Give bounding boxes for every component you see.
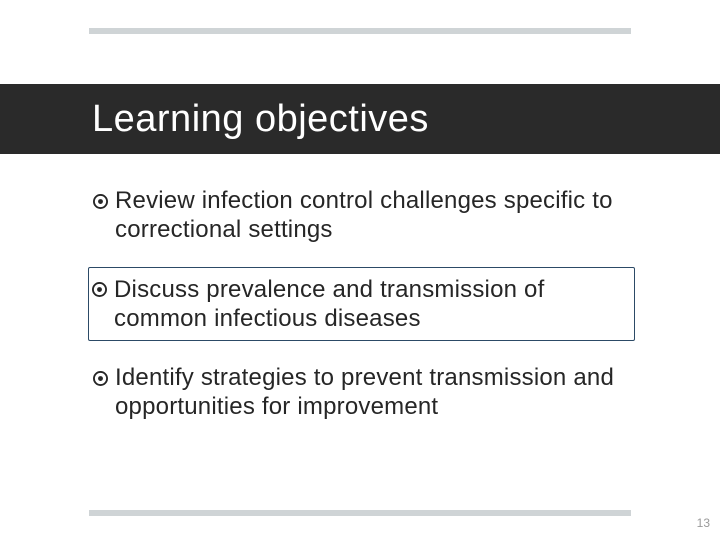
top-accent-bar xyxy=(89,28,631,34)
bullet-item-highlighted: Discuss prevalence and transmission of c… xyxy=(88,267,635,342)
bottom-accent-bar xyxy=(89,510,631,516)
slide-title: Learning objectives xyxy=(92,98,429,141)
title-band: Learning objectives xyxy=(0,84,720,154)
target-icon xyxy=(90,277,108,303)
bullet-item: Review infection control challenges spec… xyxy=(89,178,634,253)
bullet-text: Identify strategies to prevent transmiss… xyxy=(115,363,628,422)
bullet-text: Discuss prevalence and transmission of c… xyxy=(114,275,630,334)
bullet-item: Identify strategies to prevent transmiss… xyxy=(89,355,634,430)
page-number: 13 xyxy=(697,516,710,530)
bullet-list: Review infection control challenges spec… xyxy=(89,178,634,444)
target-icon xyxy=(91,365,109,391)
target-icon xyxy=(91,188,109,214)
bullet-text: Review infection control challenges spec… xyxy=(115,186,628,245)
